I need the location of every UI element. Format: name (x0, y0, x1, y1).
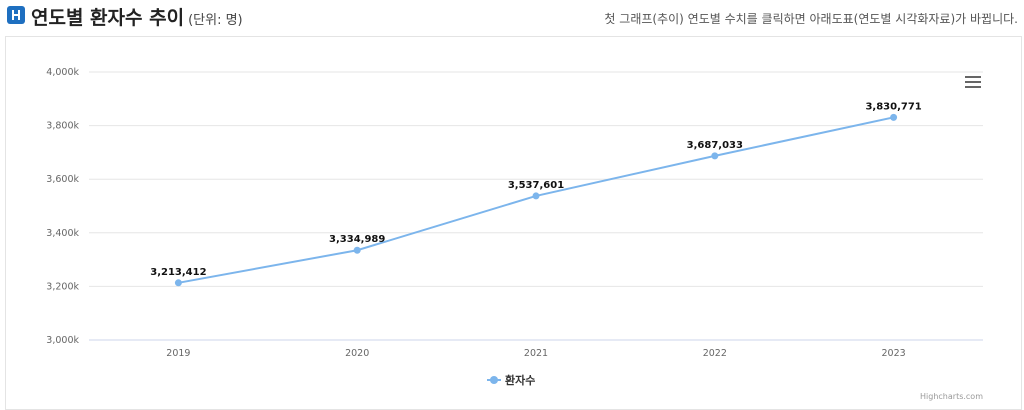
x-tick-label: 2021 (524, 348, 548, 359)
x-axis: 2019 2020 2021 2022 2023 (89, 339, 983, 359)
legend[interactable]: 환자수 (487, 373, 535, 387)
title-text: 연도별 환자수 추이 (31, 7, 185, 29)
data-point[interactable] (353, 246, 361, 254)
data-label: 3,537,601 (508, 180, 564, 191)
y-tick-label: 3,200k (46, 281, 79, 292)
logo-icon (7, 6, 25, 24)
y-axis: 3,000k 3,200k 3,400k 3,600k 3,800k 4,000k (46, 67, 79, 346)
x-tick-label: 2019 (166, 348, 190, 359)
x-tick-label: 2022 (703, 348, 727, 359)
y-tick-label: 3,400k (46, 228, 79, 239)
grid-lines (89, 71, 983, 287)
data-point[interactable] (532, 192, 540, 200)
legend-marker (490, 376, 498, 384)
data-label: 3,830,771 (865, 101, 921, 112)
legend-item-label[interactable]: 환자수 (505, 373, 535, 387)
data-point[interactable] (174, 279, 182, 287)
y-tick-label: 3,000k (46, 335, 79, 346)
header: 연도별 환자수 추이 (단위: 명) 첫 그래프(추이) 연도별 수치를 클릭하면… (0, 0, 1024, 34)
x-tick-label: 2020 (345, 348, 369, 359)
chart-panel (5, 36, 1022, 410)
data-label: 3,687,033 (687, 140, 743, 151)
page-title: 연도별 환자수 추이 (단위: 명) (31, 3, 243, 30)
y-tick-label: 3,600k (46, 174, 79, 185)
x-tick-label: 2023 (882, 348, 906, 359)
data-label: 3,334,989 (329, 234, 385, 245)
data-label: 3,213,412 (150, 267, 206, 278)
data-point[interactable] (890, 113, 898, 121)
hint-text: 첫 그래프(추이) 연도별 수치를 클릭하면 아래도표(연도별 시각화자료)가 … (604, 12, 1018, 26)
hamburger-menu-icon[interactable] (965, 76, 981, 88)
y-tick-label: 3,800k (46, 121, 79, 132)
series-line (178, 116, 894, 284)
credit-link[interactable]: Highcharts.com (920, 392, 983, 401)
y-tick-label: 4,000k (46, 67, 79, 78)
data-point[interactable] (711, 152, 719, 160)
unit-label: (단위: 명) (188, 13, 243, 28)
data-labels: 3,213,412 3,334,989 3,537,601 3,687,033 3,83… (150, 101, 922, 277)
series-group (174, 113, 898, 287)
